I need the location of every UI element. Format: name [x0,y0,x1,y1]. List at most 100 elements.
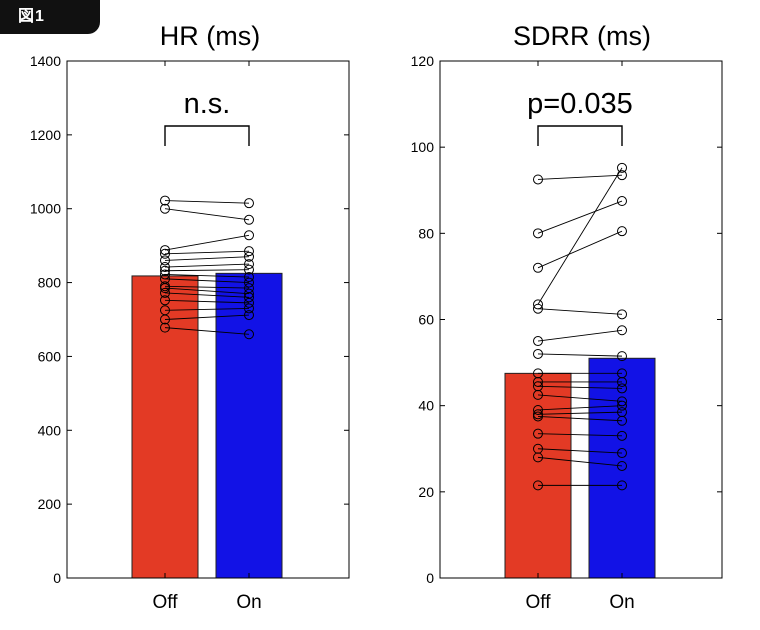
paired-line [537,167,623,305]
point-on [617,325,627,336]
y-tick-label: 800 [38,275,62,291]
y-tick-label: 120 [411,53,435,69]
point-on [244,277,254,288]
paired-line [164,327,250,335]
point-on [244,292,254,303]
y-tick-label: 0 [53,570,61,586]
point-on [244,214,254,225]
y-tick-label: 80 [418,225,434,241]
point-off [533,262,543,273]
paired-line [537,308,623,315]
paired-line [537,385,623,389]
paired-line [164,285,250,289]
x-tick-label: Off [526,592,552,613]
point-off [160,195,170,206]
paired-line [537,411,623,415]
sdrr-panel: SDRR (ms) 0 20 40 60 80 100 120 Off On p=0.035 [411,21,723,613]
point-on [617,460,627,471]
paired-line [164,299,250,304]
x-tick-label: On [236,592,261,613]
y-tick-label: 200 [38,496,62,512]
paired-line [537,456,623,467]
paired-line [164,208,250,221]
point-on [244,264,254,275]
y-tick-label: 600 [38,348,62,364]
significance-bracket [537,125,623,146]
paired-line [164,256,250,261]
point-off [160,287,170,298]
point-on [244,310,254,321]
paired-line [164,200,250,204]
y-tick-label: 60 [418,312,434,328]
paired-line [537,448,623,454]
paired-line [537,230,623,269]
figure-label: 図1 [0,0,100,34]
point-on [617,448,627,459]
point-off [533,348,543,359]
point-off [533,404,543,415]
point-off [533,389,543,400]
point-off [160,255,170,266]
paired-line [537,329,623,342]
significance-annotation: n.s. [184,88,231,120]
significance-annotation: p=0.035 [527,88,633,120]
y-tick-label: 40 [418,398,434,414]
y-tick-label: 0 [426,570,434,586]
point-off [533,228,543,239]
point-off [160,203,170,214]
point-on [617,415,627,426]
chart-title: HR (ms) [160,21,260,51]
point-off [160,322,170,333]
plot-frame [66,60,350,579]
point-on [617,162,627,173]
paired-line [537,200,623,234]
point-off [160,283,170,294]
y-tick-label: 100 [411,139,435,155]
point-on [244,272,254,283]
x-tick-label: Off [153,592,179,613]
y-tick-label: 1200 [30,127,61,143]
point-on [244,259,254,270]
point-on [244,297,254,308]
chart-title: SDRR (ms) [513,21,651,51]
point-on [617,383,627,394]
paired-line [164,250,250,255]
paired-line [164,278,250,284]
hr-panel: HR (ms) 0 200 400 600 800 1000 1200 1400 Off On n.… [30,21,350,613]
point-off [160,265,170,276]
y-tick-label: 400 [38,422,62,438]
y-tick-label: 1400 [30,53,61,69]
point-off [160,248,170,259]
point-on [244,251,254,262]
paired-line [164,234,250,251]
point-on [244,230,254,241]
point-off [533,452,543,463]
point-on [244,329,254,340]
point-on [244,303,254,314]
paired-line [537,394,623,402]
point-on [617,376,627,387]
point-on [617,351,627,362]
point-off [533,336,543,347]
point-on [617,226,627,237]
point-off [160,295,170,306]
plot-frame [439,60,723,579]
paired-line [537,174,623,180]
point-on [244,246,254,257]
point-on [617,430,627,441]
point-off [160,314,170,325]
bar-off [131,275,199,579]
point-off [533,411,543,422]
point-on [617,480,627,491]
paired-line [164,263,250,268]
point-on [244,198,254,209]
paired-line [537,405,623,411]
y-tick-label: 1000 [30,201,61,217]
point-on [617,400,627,411]
point-off [160,245,170,256]
point-off [160,262,170,273]
significance-bracket [164,125,250,146]
point-off [533,428,543,439]
point-on [617,309,627,320]
